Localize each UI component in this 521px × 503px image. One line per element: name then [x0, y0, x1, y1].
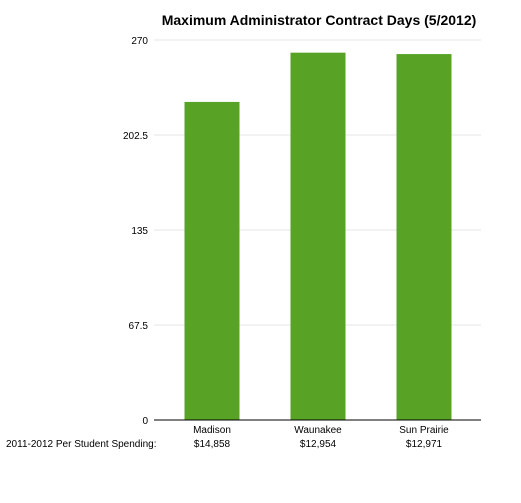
y-tick-label: 67.5	[129, 321, 149, 332]
y-tick-label: 202.5	[123, 131, 148, 142]
footer-values: $14,858 $12,954 $12,971	[194, 439, 443, 450]
category-labels: Madison Waunakee Sun Prairie	[193, 425, 449, 436]
y-tick-label: 135	[131, 226, 148, 237]
y-tick-label: 270	[131, 36, 148, 47]
category-label: Waunakee	[294, 425, 342, 436]
footer-label: 2011-2012 Per Student Spending:	[6, 439, 157, 450]
chart-title: Maximum Administrator Contract Days (5/2…	[162, 12, 477, 28]
footer-value: $14,858	[194, 439, 231, 450]
category-label: Madison	[193, 425, 231, 436]
y-axis-ticks: 0 67.5 135 202.5 270	[123, 36, 148, 427]
category-label: Sun Prairie	[399, 425, 449, 436]
bar-waunakee	[290, 52, 346, 421]
footer-value: $12,954	[300, 439, 337, 450]
bar-sun-prairie	[396, 54, 452, 421]
bars	[184, 52, 452, 421]
y-tick-label: 0	[142, 416, 148, 427]
footer-value: $12,971	[406, 439, 443, 450]
bar-madison	[184, 101, 240, 420]
